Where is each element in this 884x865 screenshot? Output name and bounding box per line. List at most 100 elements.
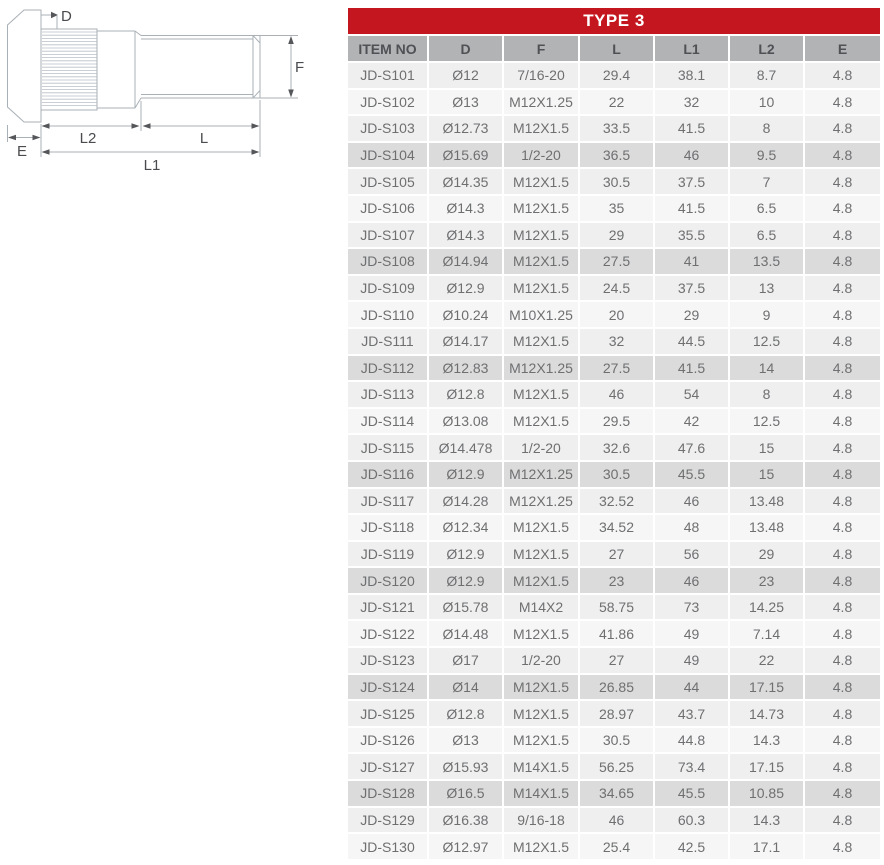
table-cell: M12X1.25 [503,354,580,383]
table-row: JD-S107 Ø14.3 M12X1.5 29 35.5 6.5 4.8 [348,221,880,250]
extension-lines [7,100,261,157]
table-cell: 4.8 [804,460,880,489]
stud-shoulder [97,30,142,109]
table-cell: 32 [654,88,730,117]
table-cell: 4.8 [804,354,880,383]
stud-serration [41,28,98,111]
table-cell: Ø12.73 [428,115,504,143]
table-cell: 60.3 [654,806,730,835]
table-row: JD-S109 Ø12.9 M12X1.5 24.5 37.5 13 4.8 [348,274,880,303]
table-cell: 46 [654,567,730,595]
spec-table-grid: ITEM NO D F L L1 L2 E JD-S101 Ø12 7/16-20 2… [348,36,880,861]
table-row: JD-S119 Ø12.9 M12X1.5 27 56 29 4.8 [348,540,880,569]
stud-thread [141,35,261,99]
table-cell: Ø14.94 [428,248,504,276]
table-cell: 4.8 [804,221,880,250]
table-cell: 24.5 [579,274,655,303]
table-cell: JD-S114 [348,407,429,436]
table-cell: 41.5 [654,194,730,223]
table-cell: 37.5 [654,274,730,303]
table-cell: Ø16.5 [428,780,504,808]
table-cell: 14.3 [729,806,805,835]
table-cell: 28.97 [579,700,655,728]
table-cell: M14X2 [503,593,580,622]
column-header-d: D [428,36,504,63]
table-cell: Ø14.17 [428,327,504,356]
table-cell: 6.5 [729,221,805,250]
dim-l2: L2 [41,123,140,147]
table-cell: JD-S115 [348,434,429,462]
table-cell: 4.8 [804,514,880,542]
table-cell: 9 [729,301,805,329]
table-row: JD-S104 Ø15.69 1/2-20 36.5 46 9.5 4.8 [348,141,880,170]
table-cell: 23 [579,567,655,595]
table-cell: 32.52 [579,487,655,516]
table-cell: M12X1.5 [503,540,580,569]
table-cell: JD-S101 [348,62,429,90]
table-row: JD-S103 Ø12.73 M12X1.5 33.5 41.5 8 4.8 [348,115,880,143]
table-cell: 4.8 [804,407,880,436]
table-cell: 8 [729,115,805,143]
table-cell: JD-S128 [348,780,429,808]
table-cell: Ø12.9 [428,460,504,489]
table-row: JD-S128 Ø16.5 M14X1.5 34.65 45.5 10.85 4.8 [348,780,880,808]
table-cell: M12X1.5 [503,567,580,595]
table-cell: 4.8 [804,833,880,861]
table-cell: M12X1.5 [503,726,580,755]
table-cell: 42.5 [654,833,730,861]
table-cell: 45.5 [654,780,730,808]
table-cell: JD-S130 [348,833,429,861]
table-cell: M12X1.25 [503,88,580,117]
table-cell: Ø12.9 [428,567,504,595]
table-cell: 7/16-20 [503,62,580,90]
table-cell: JD-S121 [348,593,429,622]
table-cell: 29.4 [579,62,655,90]
table-cell: Ø14.28 [428,487,504,516]
table-cell: 7.14 [729,620,805,649]
table-row: JD-S121 Ø15.78 M14X2 58.75 73 14.25 4.8 [348,593,880,622]
table-title: TYPE 3 [348,8,880,34]
table-cell: 4.8 [804,806,880,835]
table-cell: 12.5 [729,327,805,356]
dim-d: D [41,8,72,29]
table-cell: 73 [654,593,730,622]
table-cell: 4.8 [804,673,880,702]
table-row: JD-S126 Ø13 M12X1.5 30.5 44.8 14.3 4.8 [348,726,880,755]
table-cell: Ø12.9 [428,540,504,569]
table-cell: Ø15.78 [428,593,504,622]
table-cell: 4.8 [804,168,880,196]
table-cell: 49 [654,647,730,675]
table-cell: M12X1.5 [503,381,580,409]
table-cell: 10.85 [729,780,805,808]
table-cell: Ø14.48 [428,620,504,649]
table-cell: Ø16.38 [428,806,504,835]
table-cell: 12.5 [729,407,805,436]
column-header-l2: L2 [729,36,805,63]
column-header-f: F [503,36,580,63]
table-row: JD-S122 Ø14.48 M12X1.5 41.86 49 7.14 4.8 [348,620,880,649]
stud-diagram: D F L2 L E L1 [7,8,304,174]
table-cell: 30.5 [579,168,655,196]
table-cell: Ø15.93 [428,753,504,782]
table-cell: 4.8 [804,274,880,303]
column-header-e: E [804,36,880,63]
table-cell: 41.86 [579,620,655,649]
table-cell: 4.8 [804,593,880,622]
table-cell: 27.5 [579,248,655,276]
table-cell: 8.7 [729,62,805,90]
dim-l1: L1 [41,149,260,174]
table-cell: 4.8 [804,753,880,782]
table-cell: M12X1.5 [503,700,580,728]
table-cell: 1/2-20 [503,141,580,170]
table-cell: 56.25 [579,753,655,782]
table-cell: 4.8 [804,540,880,569]
table-cell: 41.5 [654,354,730,383]
table-cell: M12X1.5 [503,407,580,436]
table-cell: 48 [654,514,730,542]
table-cell: 13 [729,274,805,303]
table-cell: JD-S127 [348,753,429,782]
table-cell: 13.5 [729,248,805,276]
table-cell: 37.5 [654,168,730,196]
table-cell: Ø17 [428,647,504,675]
spec-table: TYPE 3 ITEM NO D F L L1 L2 E JD-S101 Ø12 7… [348,8,880,861]
